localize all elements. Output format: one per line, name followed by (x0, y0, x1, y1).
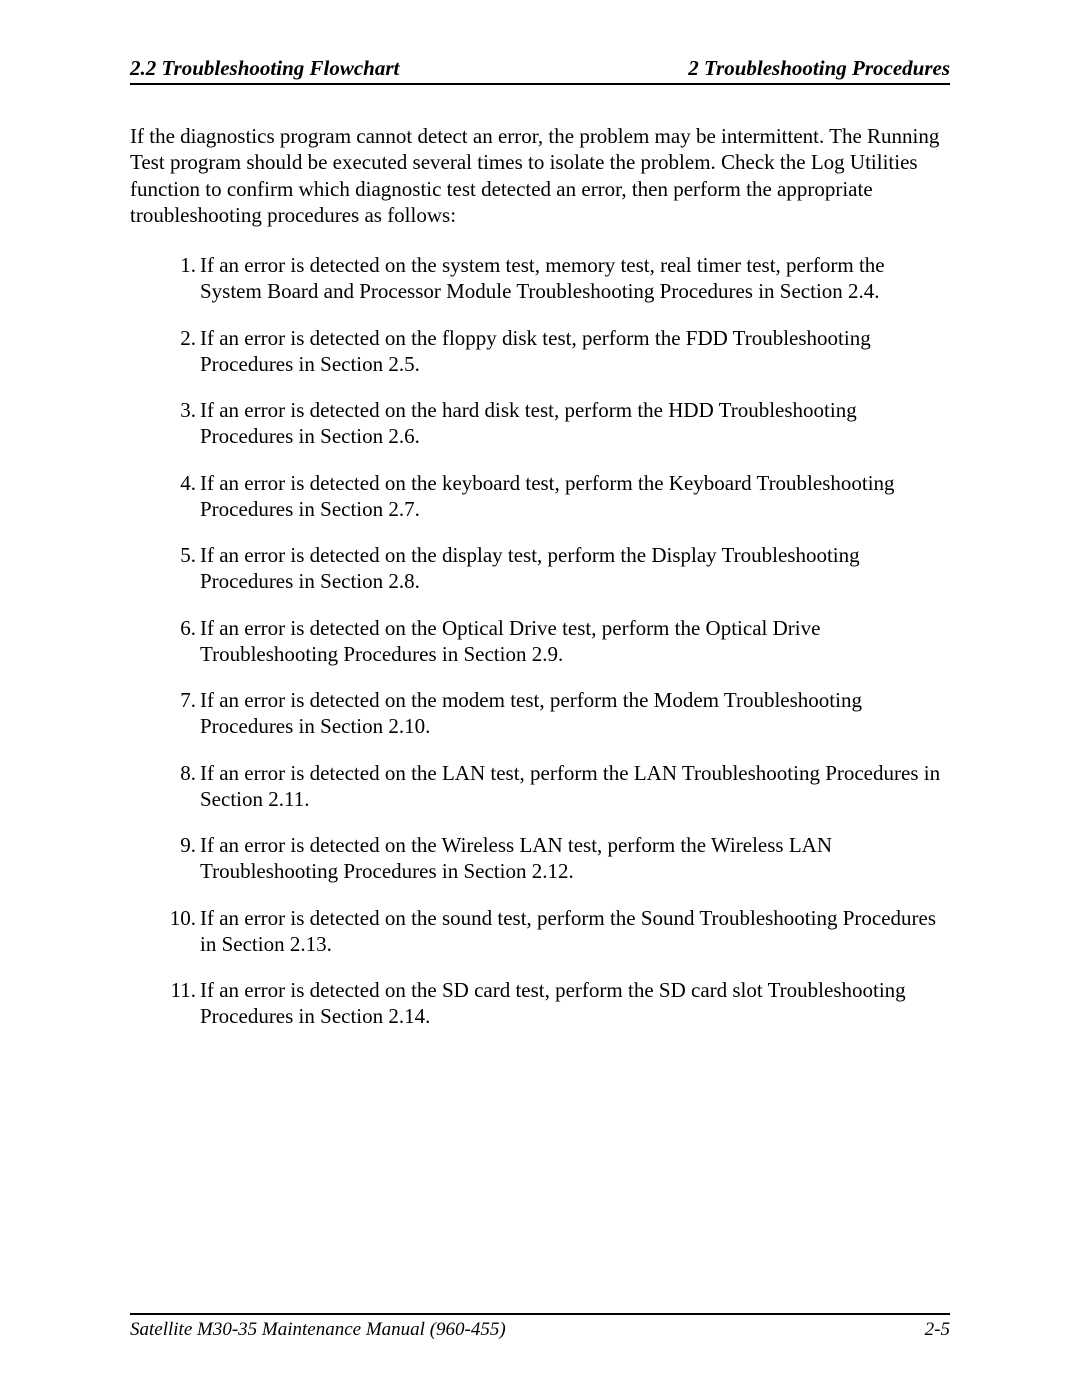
list-text: If an error is detected on the hard disk… (200, 398, 857, 448)
list-text: If an error is detected on the Wireless … (200, 833, 832, 883)
list-text: If an error is detected on the SD card t… (200, 978, 906, 1028)
footer-rule (130, 1313, 950, 1315)
list-number: 8. (164, 760, 196, 786)
header-rule (130, 83, 950, 85)
list-number: 6. (164, 615, 196, 641)
list-text: If an error is detected on the modem tes… (200, 688, 862, 738)
list-number: 7. (164, 687, 196, 713)
list-number: 2. (164, 325, 196, 351)
list-item: 11.If an error is detected on the SD car… (130, 977, 950, 1030)
list-text: If an error is detected on the keyboard … (200, 471, 895, 521)
list-item: 3.If an error is detected on the hard di… (130, 397, 950, 450)
page-footer: Satellite M30-35 Maintenance Manual (960… (130, 1313, 950, 1341)
content-area: 2.2 Troubleshooting Flowchart 2 Troubles… (130, 56, 950, 1341)
list-number: 3. (164, 397, 196, 423)
list-item: 6.If an error is detected on the Optical… (130, 615, 950, 668)
list-text: If an error is detected on the Optical D… (200, 616, 820, 666)
page-header: 2.2 Troubleshooting Flowchart 2 Troubles… (130, 56, 950, 83)
list-number: 10. (158, 905, 196, 931)
procedure-list: 1.If an error is detected on the system … (130, 252, 950, 1030)
list-text: If an error is detected on the system te… (200, 253, 885, 303)
intro-paragraph: If the diagnostics program cannot detect… (130, 123, 950, 228)
list-item: 7.If an error is detected on the modem t… (130, 687, 950, 740)
list-item: 5.If an error is detected on the display… (130, 542, 950, 595)
list-item: 8.If an error is detected on the LAN tes… (130, 760, 950, 813)
list-text: If an error is detected on the sound tes… (200, 906, 936, 956)
list-item: 9.If an error is detected on the Wireles… (130, 832, 950, 885)
header-left: 2.2 Troubleshooting Flowchart (130, 56, 399, 81)
footer-row: Satellite M30-35 Maintenance Manual (960… (130, 1319, 950, 1341)
list-item: 2.If an error is detected on the floppy … (130, 325, 950, 378)
list-number: 5. (164, 542, 196, 568)
list-item: 10.If an error is detected on the sound … (130, 905, 950, 958)
footer-left: Satellite M30-35 Maintenance Manual (960… (130, 1319, 506, 1341)
list-text: If an error is detected on the LAN test,… (200, 761, 940, 811)
list-text: If an error is detected on the display t… (200, 543, 860, 593)
list-item: 4.If an error is detected on the keyboar… (130, 470, 950, 523)
header-right: 2 Troubleshooting Procedures (688, 56, 950, 81)
footer-right: 2-5 (925, 1319, 950, 1341)
list-text: If an error is detected on the floppy di… (200, 326, 871, 376)
list-number: 1. (164, 252, 196, 278)
list-item: 1.If an error is detected on the system … (130, 252, 950, 305)
list-number: 11. (158, 977, 196, 1003)
page: 2.2 Troubleshooting Flowchart 2 Troubles… (0, 0, 1080, 1397)
list-number: 4. (164, 470, 196, 496)
list-number: 9. (164, 832, 196, 858)
